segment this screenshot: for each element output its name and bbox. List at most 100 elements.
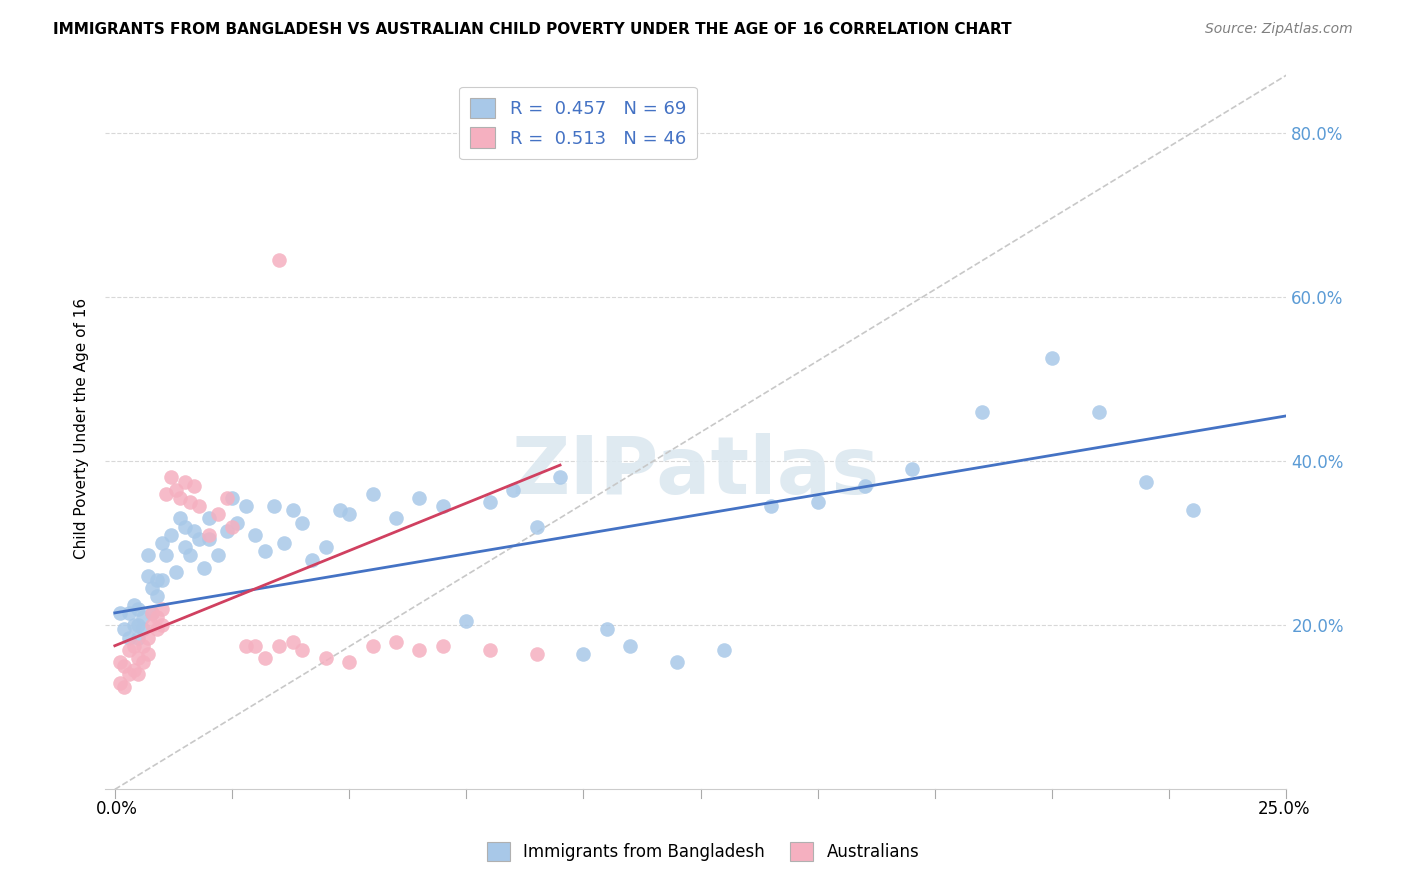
Point	[361, 639, 384, 653]
Point	[127, 651, 149, 665]
Point	[713, 643, 735, 657]
Point	[267, 639, 290, 653]
Point	[188, 532, 211, 546]
Point	[112, 680, 135, 694]
Point	[225, 516, 247, 530]
Point	[1040, 351, 1063, 366]
Point	[273, 536, 295, 550]
Point	[408, 491, 430, 505]
Point	[179, 549, 201, 563]
Point	[301, 552, 323, 566]
Point	[127, 601, 149, 615]
Point	[183, 524, 205, 538]
Point	[122, 664, 145, 678]
Point	[221, 491, 243, 505]
Point	[235, 499, 257, 513]
Point	[526, 647, 548, 661]
Point	[122, 598, 145, 612]
Point	[150, 601, 173, 615]
Text: IMMIGRANTS FROM BANGLADESH VS AUSTRALIAN CHILD POVERTY UNDER THE AGE OF 16 CORRE: IMMIGRANTS FROM BANGLADESH VS AUSTRALIAN…	[53, 22, 1012, 37]
Point	[160, 528, 183, 542]
Point	[291, 516, 314, 530]
Point	[141, 606, 163, 620]
Point	[112, 623, 135, 637]
Point	[291, 643, 314, 657]
Point	[596, 623, 619, 637]
Point	[548, 470, 571, 484]
Point	[141, 618, 163, 632]
Point	[432, 639, 454, 653]
Point	[217, 491, 239, 505]
Point	[169, 491, 191, 505]
Point	[118, 667, 141, 681]
Text: Source: ZipAtlas.com: Source: ZipAtlas.com	[1205, 22, 1353, 37]
Point	[174, 540, 197, 554]
Point	[315, 540, 337, 554]
Y-axis label: Child Poverty Under the Age of 16: Child Poverty Under the Age of 16	[75, 298, 90, 558]
Point	[127, 618, 149, 632]
Point	[127, 667, 149, 681]
Point	[146, 610, 169, 624]
Point	[108, 606, 131, 620]
Point	[432, 499, 454, 513]
Point	[337, 655, 360, 669]
Point	[136, 647, 159, 661]
Point	[183, 478, 205, 492]
Point	[150, 573, 173, 587]
Point	[207, 508, 229, 522]
Text: ZIPatlas: ZIPatlas	[512, 433, 880, 510]
Point	[118, 643, 141, 657]
Point	[108, 675, 131, 690]
Point	[1088, 405, 1111, 419]
Point	[253, 544, 276, 558]
Point	[759, 499, 782, 513]
Point	[253, 651, 276, 665]
Point	[132, 655, 155, 669]
Point	[179, 495, 201, 509]
Point	[165, 483, 187, 497]
Point	[329, 503, 352, 517]
Point	[1135, 475, 1157, 489]
Point	[235, 639, 257, 653]
Point	[160, 470, 183, 484]
Point	[197, 528, 219, 542]
Point	[456, 614, 478, 628]
Point	[1181, 503, 1204, 517]
Text: 0.0%: 0.0%	[96, 799, 138, 817]
Point	[207, 549, 229, 563]
Point	[970, 405, 993, 419]
Point	[118, 606, 141, 620]
Point	[112, 659, 135, 673]
Point	[221, 519, 243, 533]
Point	[807, 495, 830, 509]
Legend: Immigrants from Bangladesh, Australians: Immigrants from Bangladesh, Australians	[479, 835, 927, 868]
Point	[174, 475, 197, 489]
Point	[108, 655, 131, 669]
Point	[478, 495, 501, 509]
Text: 25.0%: 25.0%	[1258, 799, 1310, 817]
Point	[337, 508, 360, 522]
Point	[132, 610, 155, 624]
Point	[853, 478, 876, 492]
Point	[155, 549, 177, 563]
Point	[188, 499, 211, 513]
Point	[146, 590, 169, 604]
Point	[146, 623, 169, 637]
Point	[385, 634, 408, 648]
Point	[150, 618, 173, 632]
Point	[315, 651, 337, 665]
Point	[217, 524, 239, 538]
Point	[900, 462, 922, 476]
Point	[150, 536, 173, 550]
Point	[136, 569, 159, 583]
Point	[478, 643, 501, 657]
Point	[193, 560, 215, 574]
Point	[245, 639, 267, 653]
Point	[385, 511, 408, 525]
Point	[169, 511, 191, 525]
Point	[526, 519, 548, 533]
Point	[245, 528, 267, 542]
Point	[141, 606, 163, 620]
Point	[666, 655, 689, 669]
Point	[174, 519, 197, 533]
